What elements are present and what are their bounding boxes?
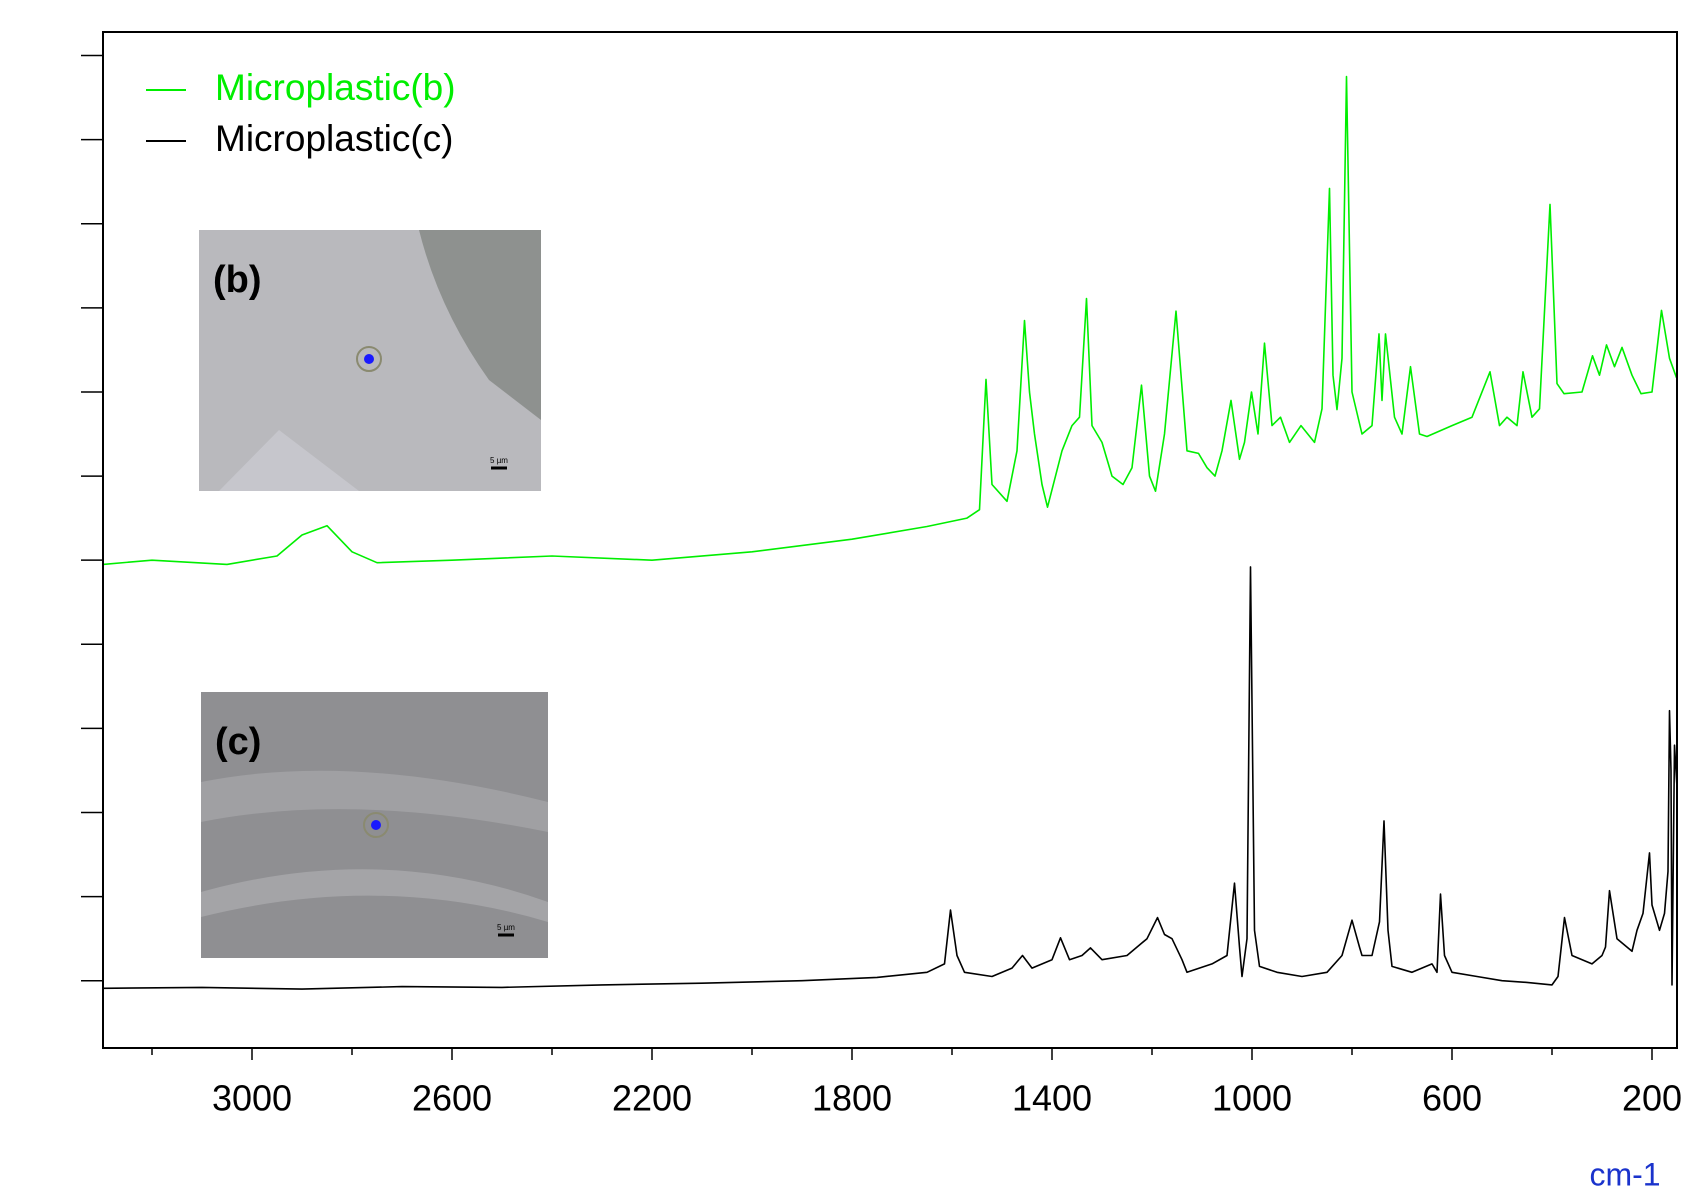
x-tick-label: 3000 xyxy=(212,1078,292,1119)
inset-probe xyxy=(364,354,374,364)
inset-probe xyxy=(371,820,381,830)
inset-particle xyxy=(356,346,382,372)
plot-frame xyxy=(102,31,1678,1049)
inset-shade xyxy=(419,230,541,420)
inset-particle xyxy=(363,812,389,838)
legend-label: Microplastic(c) xyxy=(215,118,453,159)
series-line xyxy=(102,75,1678,566)
x-tick-label: 1000 xyxy=(1212,1078,1292,1119)
x-tick-label: 1800 xyxy=(812,1078,892,1119)
legend-label: Microplastic(b) xyxy=(215,67,456,108)
inset-shade xyxy=(201,869,548,922)
inset-label: (b) xyxy=(213,259,262,301)
inset: (b) 5 µm xyxy=(199,230,541,491)
inset-scale: 5 µm xyxy=(490,456,508,465)
x-tick-label: 600 xyxy=(1422,1078,1482,1119)
x-tick-label: 2200 xyxy=(612,1078,692,1119)
inset-shade xyxy=(219,430,359,491)
x-tick-label: 200 xyxy=(1622,1078,1682,1119)
inset: (c) 5 µm xyxy=(201,692,548,958)
inset-label: (c) xyxy=(215,721,261,763)
x-axis-label: cm-1 xyxy=(1589,1156,1660,1192)
x-tick-label: 2600 xyxy=(412,1078,492,1119)
x-tick-label: 1400 xyxy=(1012,1078,1092,1119)
inset-shade xyxy=(201,770,548,832)
series-line xyxy=(102,566,1678,990)
inset-scale: 5 µm xyxy=(497,923,515,932)
